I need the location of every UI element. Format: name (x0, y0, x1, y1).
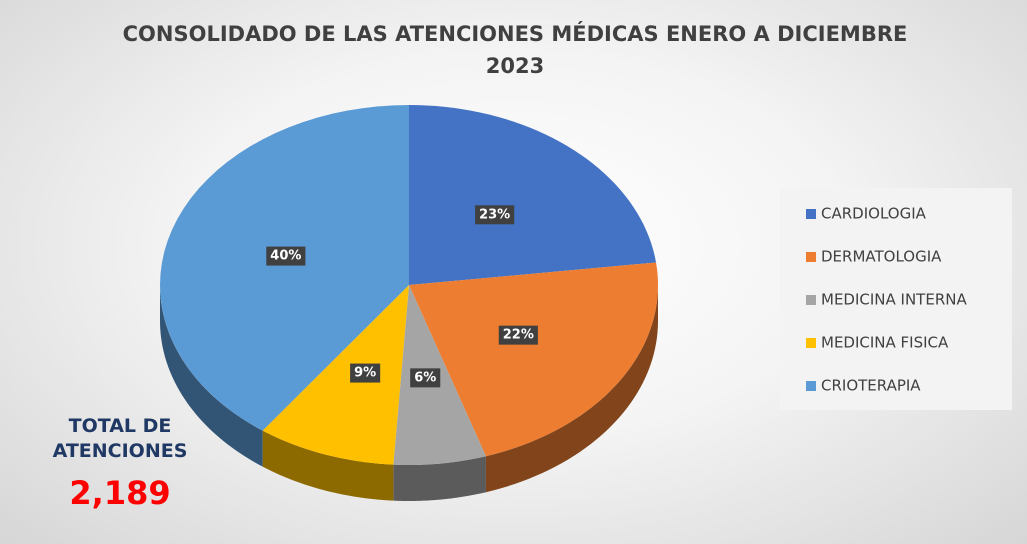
legend-label: DERMATOLOGIA (821, 248, 942, 266)
slice (160, 105, 409, 431)
legend-swatch (806, 338, 816, 348)
legend-box (780, 188, 1012, 410)
data-label: 6% (414, 370, 436, 385)
slice-side (485, 285, 658, 493)
legend-swatch (806, 381, 816, 391)
data-label: 23% (479, 207, 510, 222)
data-label-box (266, 246, 306, 266)
pie-tops (160, 105, 658, 465)
pie-sides (160, 285, 658, 501)
slice-side (160, 285, 263, 467)
data-label-box (498, 325, 538, 345)
slice (409, 105, 657, 285)
data-label: 40% (270, 249, 301, 264)
data-label: 22% (503, 328, 534, 343)
legend-label: MEDICINA FISICA (821, 334, 949, 352)
slice (409, 262, 658, 457)
annotation: TOTAL DE ATENCIONES (52, 415, 188, 462)
annotation: 2,189 (69, 474, 171, 512)
data-label-box (475, 205, 515, 225)
chart-title: CONSOLIDADO DE LAS ATENCIONES MÉDICAS EN… (122, 22, 908, 78)
data-label: 9% (354, 366, 376, 381)
legend-swatch (806, 252, 816, 262)
legend-label: MEDICINA INTERNA (821, 291, 967, 309)
slice (262, 285, 409, 465)
data-label-box (410, 368, 441, 388)
slice-side (393, 456, 486, 501)
legend-label: CRIOTERAPIA (821, 377, 921, 395)
legend-label: CARDIOLOGIA (821, 205, 927, 223)
legend-swatch (806, 295, 816, 305)
data-label-box (350, 363, 381, 383)
slice-side (262, 430, 394, 501)
legend-swatch (806, 209, 816, 219)
